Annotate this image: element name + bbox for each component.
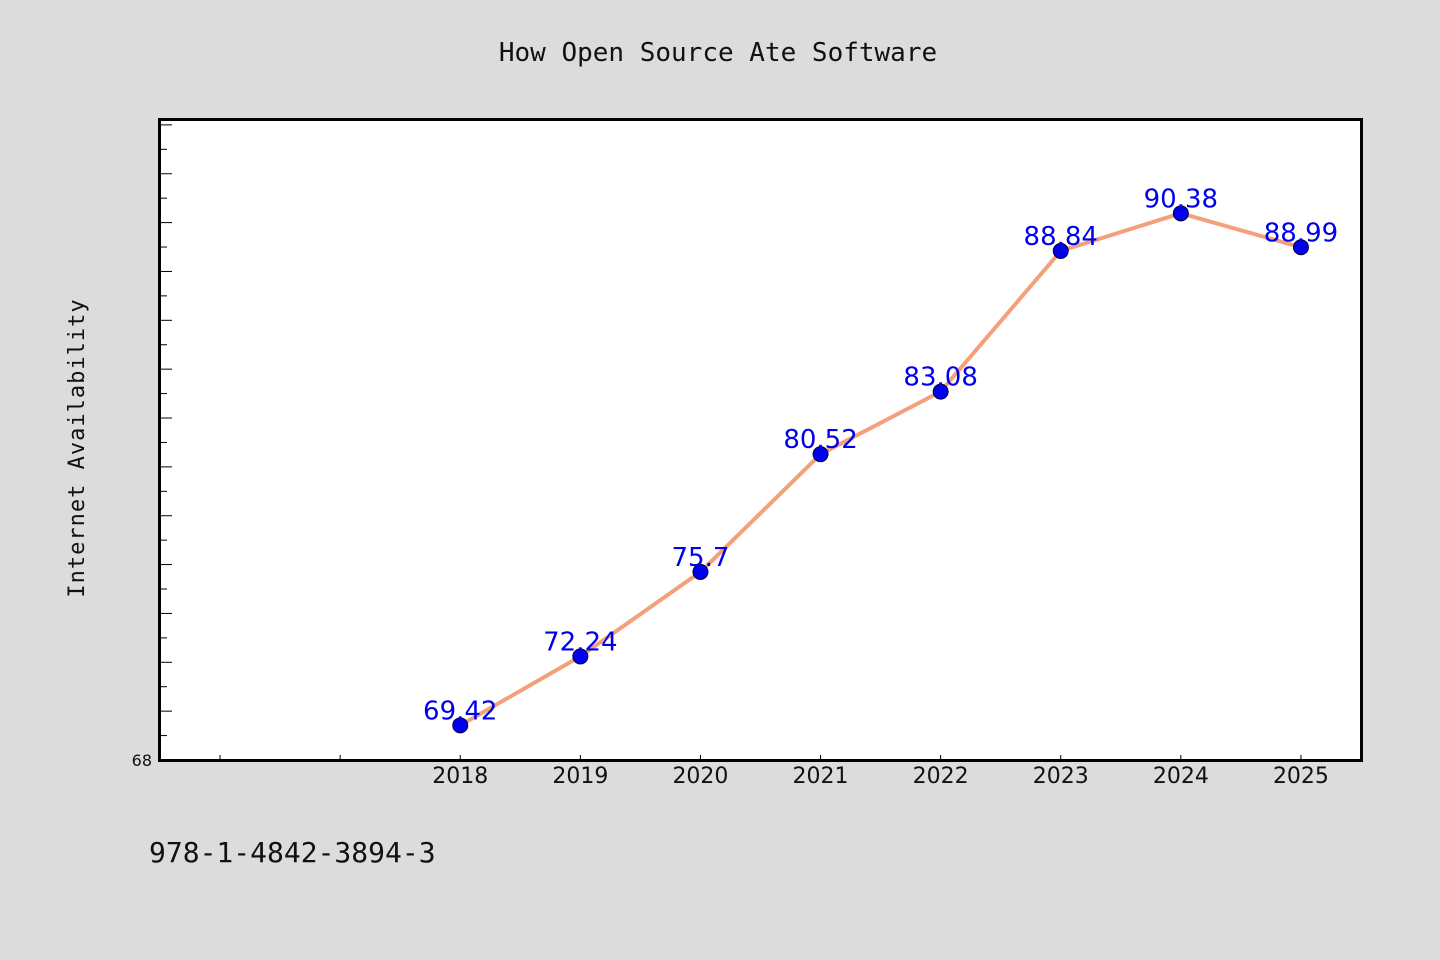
x-axis-ticks: 2018 2019 2020 2021 2022 2023 2024 2025	[219, 755, 1329, 789]
x-tick-label: 2019	[552, 764, 608, 789]
data-label: 72.24	[543, 627, 617, 657]
data-point	[812, 446, 829, 463]
x-tick-label: 2024	[1153, 764, 1209, 789]
plot-area	[158, 118, 1363, 762]
chart-title: How Open Source Ate Software	[499, 38, 937, 68]
series-line	[458, 211, 1303, 728]
y-tick-label: 68	[132, 751, 152, 770]
x-tick-label: 2021	[793, 764, 849, 789]
x-tick-label: 2018	[432, 764, 488, 789]
x-tick-label: 2022	[913, 764, 969, 789]
data-label: 83.08	[903, 363, 977, 393]
data-label: 88.84	[1024, 222, 1098, 252]
y-axis-label: Internet Availability	[65, 298, 90, 597]
data-label: 69.42	[423, 696, 497, 726]
data-label: 90.38	[1144, 184, 1218, 214]
y-axis-ticks: 68	[132, 124, 172, 770]
footer-isbn: 978-1-4842-3894-3	[149, 836, 436, 869]
data-point	[572, 648, 589, 665]
x-tick-label: 2020	[672, 764, 728, 789]
data-point	[1172, 205, 1189, 222]
data-point	[932, 383, 949, 400]
data-point	[1052, 242, 1069, 259]
x-tick-label: 2023	[1033, 764, 1089, 789]
data-label: 88.99	[1264, 218, 1338, 248]
data-label: 75.7	[672, 543, 730, 573]
series-layer: 69.42 72.24 75.7 80.52 83.08 88.84 90.38 88.99	[423, 184, 1338, 734]
data-label: 80.52	[783, 425, 857, 455]
data-point	[1292, 239, 1309, 256]
data-point	[452, 717, 469, 734]
data-point	[692, 563, 709, 580]
x-tick-label: 2025	[1273, 764, 1329, 789]
